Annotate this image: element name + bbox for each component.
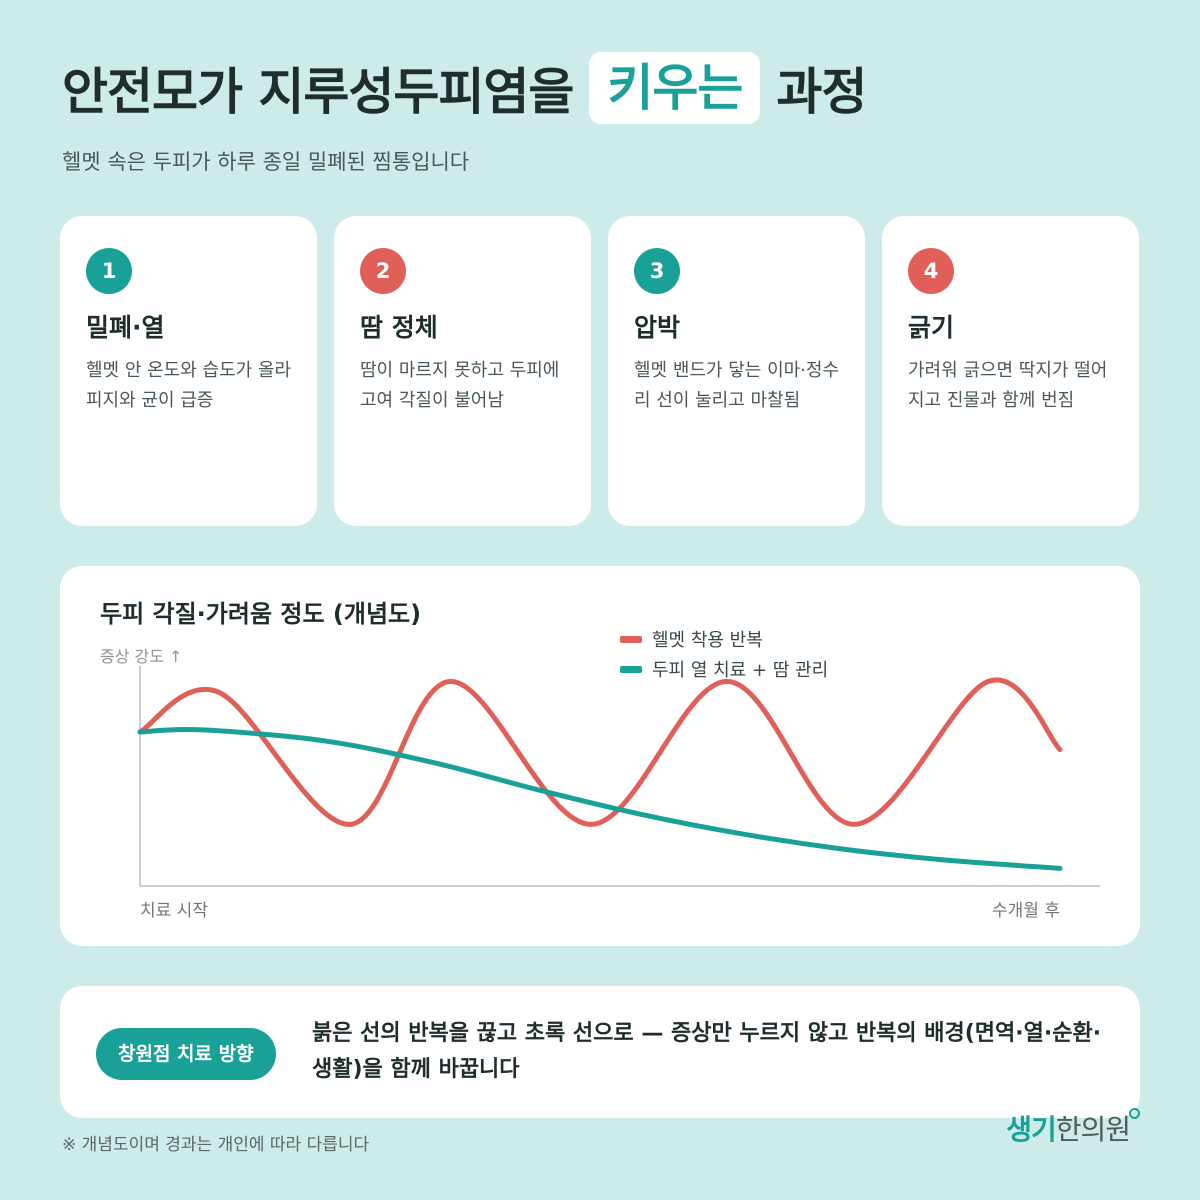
step-number-badge: 1: [86, 248, 132, 294]
legend-label: 헬멧 착용 반복: [652, 630, 763, 651]
chart-title: 두피 각질·가려움 정도 (개념도): [100, 600, 422, 628]
chart-panel: 두피 각질·가려움 정도 (개념도) 증상 강도 ↑ 헬멧 착용 반복 두피 열…: [60, 566, 1140, 946]
step-description: 헬멧 안 온도와 습도가 올라 피지와 균이 급증: [86, 360, 292, 411]
title-prefix: 안전모가 지루성두피염을: [62, 63, 574, 121]
direction-badge: 창원점 치료 방향: [96, 1028, 276, 1080]
step-number-badge: 4: [908, 248, 954, 294]
legend-swatch-red: [620, 635, 642, 643]
x-axis-start-label: 치료 시작: [140, 901, 208, 921]
step-title: 밀폐·열: [86, 313, 165, 342]
legend-item-helmet: 헬멧 착용 반복: [620, 624, 828, 654]
legend-item-treatment: 두피 열 치료 + 땀 관리: [620, 654, 828, 684]
x-axis-end-label: 수개월 후: [992, 901, 1060, 921]
title-suffix: 과정: [776, 63, 867, 121]
title-highlight: 키우는: [589, 52, 761, 124]
series-line-treatment: [137, 726, 1063, 871]
step-cards: 1 밀폐·열 헬멧 안 온도와 습도가 올라 피지와 균이 급증 2 땀 정체 …: [60, 216, 1140, 526]
step-description: 가려워 긁으면 딱지가 떨어지고 진물과 함께 번짐: [908, 360, 1108, 411]
series-line-helmet: [137, 677, 1063, 827]
step-title: 땀 정체: [360, 313, 438, 342]
y-axis-label: 증상 강도 ↑: [100, 647, 183, 666]
step-card-1: 1 밀폐·열 헬멧 안 온도와 습도가 올라 피지와 균이 급증: [60, 216, 317, 526]
legend-swatch-teal: [620, 665, 642, 673]
logo-part2: 한의원: [1055, 1113, 1131, 1146]
step-description: 헬멧 밴드가 닿는 이마·정수리 선이 눌리고 마찰됨: [634, 360, 840, 411]
step-number-badge: 3: [634, 248, 680, 294]
direction-text: 붉은 선의 반복을 끊고 초록 선으로 — 증상만 누르지 않고 반복의 배경(…: [312, 1021, 1102, 1082]
step-number-badge: 2: [360, 248, 406, 294]
logo-part1: 생기: [1006, 1113, 1057, 1146]
step-card-3: 3 압박 헬멧 밴드가 닿는 이마·정수리 선이 눌리고 마찰됨: [608, 216, 865, 526]
chart-legend: 헬멧 착용 반복 두피 열 치료 + 땀 관리: [620, 624, 828, 684]
page-title: 안전모가 지루성두피염을 키우는 과정: [62, 52, 867, 124]
page-subtitle: 헬멧 속은 두피가 하루 종일 밀폐된 찜통입니다: [62, 150, 470, 174]
clinic-logo: 생기한의원: [1006, 1108, 1140, 1148]
line-chart: [137, 666, 1100, 887]
step-title: 긁기: [908, 313, 955, 342]
step-card-2: 2 땀 정체 땀이 마르지 못하고 두피에 고여 각질이 불어남: [334, 216, 591, 526]
treatment-direction-box: 창원점 치료 방향 붉은 선의 반복을 끊고 초록 선으로 — 증상만 누르지 …: [60, 986, 1140, 1118]
step-title: 압박: [634, 313, 681, 342]
footnote: ※ 개념도이며 경과는 개인에 따라 다릅니다: [62, 1135, 370, 1155]
step-description: 땀이 마르지 못하고 두피에 고여 각질이 불어남: [360, 360, 560, 411]
logo-circle-icon: [1129, 1108, 1140, 1119]
legend-label: 두피 열 치료 + 땀 관리: [652, 660, 829, 681]
step-card-4: 4 긁기 가려워 긁으면 딱지가 떨어지고 진물과 함께 번짐: [882, 216, 1139, 526]
